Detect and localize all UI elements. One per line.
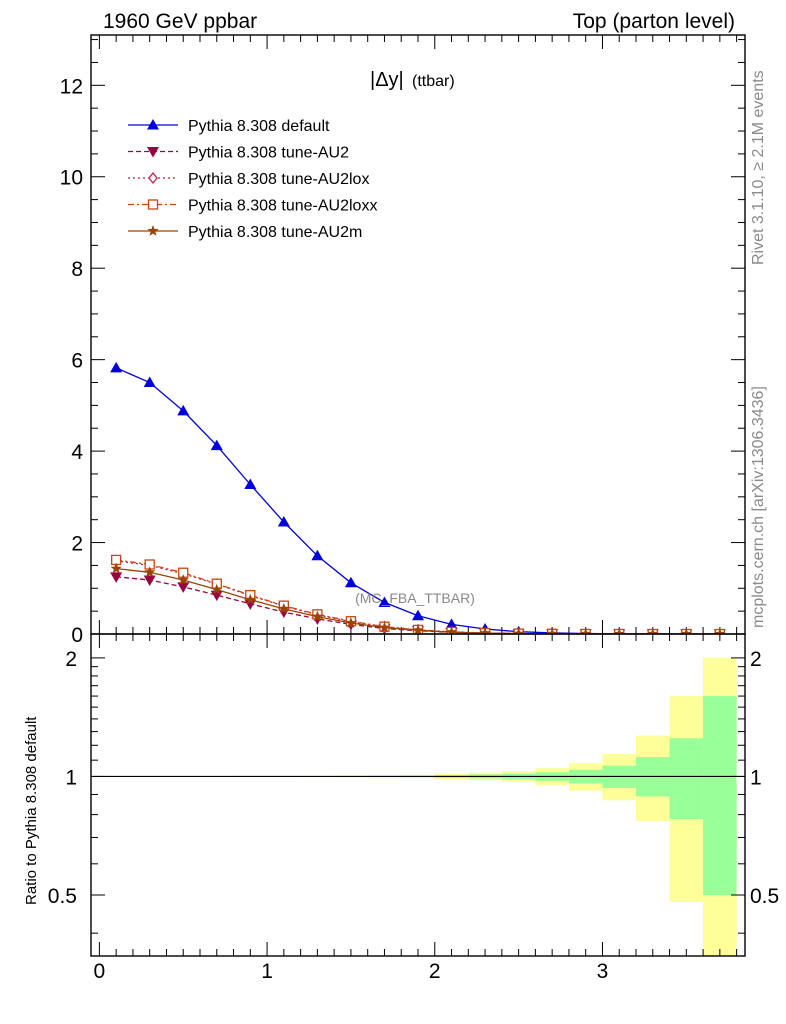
plot-title: |Δy| xyxy=(370,69,404,91)
data-point-au2m xyxy=(144,566,156,578)
data-point-au2m xyxy=(647,628,659,634)
data-point-default xyxy=(277,515,290,527)
ratio-ytick-label: 0.5 xyxy=(48,885,77,908)
data-point-au2m xyxy=(345,617,357,628)
legend-label-au2loxx: Pythia 8.308 tune-AU2loxx xyxy=(188,198,377,215)
header-left-title: 1960 GeV ppbar xyxy=(103,10,257,33)
data-point-au2m xyxy=(378,621,391,633)
data-point-au2m xyxy=(613,628,625,634)
data-point-default xyxy=(344,576,357,588)
data-point-au2m xyxy=(445,626,458,634)
rivet-version-label: Rivet 3.1.10, ≥ 2.1M events xyxy=(750,70,767,265)
data-point-au2m xyxy=(311,610,324,622)
watermark-label: (MC_FBA_TTBAR) xyxy=(355,590,475,606)
ratio-bands xyxy=(99,657,737,956)
legend-marker-au2 xyxy=(147,147,159,158)
main-ytick-label: 0 xyxy=(71,624,83,647)
data-point-default xyxy=(445,618,458,629)
legend-label-au2lox: Pythia 8.308 tune-AU2lox xyxy=(188,171,369,188)
data-point-au2m xyxy=(546,627,558,634)
main-ytick-label: 2 xyxy=(71,533,83,556)
data-point-au2 xyxy=(143,575,156,587)
legend-label-default: Pythia 8.308 default xyxy=(188,118,330,135)
data-point-au2 xyxy=(110,572,123,583)
data-point-au2m xyxy=(412,624,424,634)
data-point-au2m xyxy=(479,627,491,634)
mcplots-label: mcplots.cern.ch [arXiv:1306.3436] xyxy=(750,386,767,628)
ratio-panel: 0.5 0.5 1 1 2 2 0 1 2 3 xyxy=(48,633,779,983)
legend-marker-default xyxy=(147,119,159,130)
ratio-xtick-label: 1 xyxy=(261,960,273,983)
legend-label-au2: Pythia 8.308 tune-AU2 xyxy=(188,145,349,162)
data-point-default xyxy=(110,361,123,373)
series-group xyxy=(110,361,726,634)
legend-marker-au2m xyxy=(147,225,159,236)
data-point-au2m xyxy=(512,627,525,634)
data-point-au2m xyxy=(110,562,122,574)
data-point-au2 xyxy=(244,599,257,610)
data-point-default xyxy=(143,376,156,388)
plot-title-sub: (ttbar) xyxy=(412,73,455,90)
data-point-default xyxy=(210,439,223,451)
ratio-ytick-label-right: 0.5 xyxy=(750,885,779,908)
data-point-au2m xyxy=(278,602,290,614)
data-point-au2m xyxy=(580,627,592,634)
data-point-au2m xyxy=(714,628,726,634)
data-point-au2m xyxy=(244,593,256,605)
ratio-xtick-label: 2 xyxy=(429,960,441,983)
ratio-xtick-label: 0 xyxy=(94,960,106,983)
data-point-default xyxy=(311,549,324,561)
band-green-bin xyxy=(703,696,737,895)
main-ytick-label: 12 xyxy=(60,75,83,98)
data-point-au2m xyxy=(211,583,223,595)
main-ytick-label: 6 xyxy=(71,350,83,373)
main-ytick-label: 10 xyxy=(60,167,83,190)
ratio-xtick-label: 3 xyxy=(597,960,609,983)
ratio-ytick-label-right: 2 xyxy=(750,648,762,671)
legend-marker-au2loxx xyxy=(147,199,159,210)
legend-marker-au2lox xyxy=(148,171,158,185)
data-point-default xyxy=(244,478,257,489)
header-right-title: Top (parton level) xyxy=(573,10,735,33)
data-point-default xyxy=(412,609,424,621)
legend-label-au2m: Pythia 8.308 tune-AU2m xyxy=(188,224,362,241)
ratio-ytick-label-right: 1 xyxy=(750,766,762,789)
ratio-ytick-label: 2 xyxy=(65,648,77,671)
main-ytick-label: 8 xyxy=(71,258,83,281)
ratio-ytick-label: 1 xyxy=(65,766,77,789)
main-ytick-label: 4 xyxy=(71,441,83,464)
data-point-default xyxy=(378,596,391,607)
data-point-au2m xyxy=(680,628,692,634)
data-point-default xyxy=(177,404,190,416)
data-point-au2 xyxy=(177,582,190,593)
ratio-ylabel: Ratio to Pythia 8.308 default xyxy=(23,716,40,905)
main-panel: 0 2 4 6 8 10 12 |Δy| (ttbar) Pythia 8.308 default… xyxy=(60,34,746,647)
band-green-bin xyxy=(669,738,704,819)
data-point-au2m xyxy=(177,574,189,585)
